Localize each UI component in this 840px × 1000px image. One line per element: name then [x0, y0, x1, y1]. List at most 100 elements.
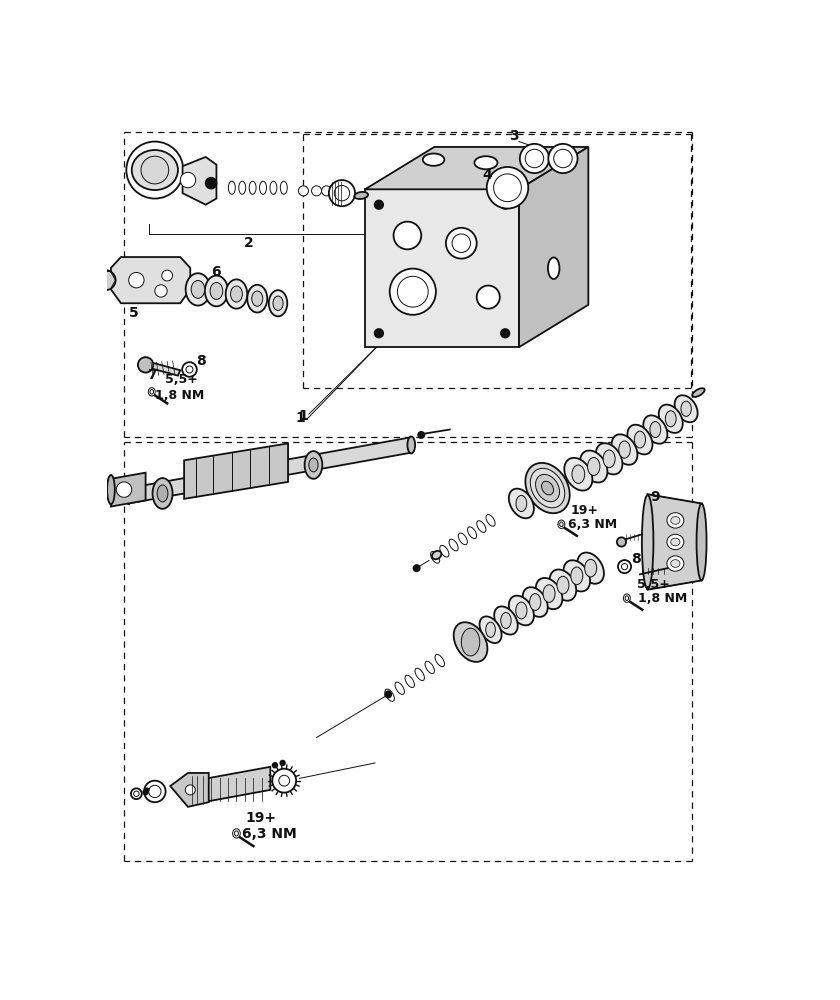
Ellipse shape — [536, 474, 559, 502]
Ellipse shape — [440, 545, 449, 557]
Ellipse shape — [696, 503, 706, 580]
Text: 8: 8 — [631, 552, 640, 566]
Ellipse shape — [542, 481, 554, 495]
Ellipse shape — [270, 181, 277, 194]
Ellipse shape — [153, 478, 172, 509]
Ellipse shape — [124, 487, 134, 504]
Ellipse shape — [132, 150, 178, 190]
Ellipse shape — [557, 576, 569, 594]
Ellipse shape — [667, 513, 684, 528]
Ellipse shape — [234, 831, 239, 836]
Circle shape — [182, 362, 197, 377]
Circle shape — [477, 286, 500, 309]
Ellipse shape — [468, 527, 476, 539]
Ellipse shape — [603, 450, 615, 468]
Ellipse shape — [522, 587, 548, 617]
Ellipse shape — [572, 465, 585, 483]
Text: 19+: 19+ — [570, 504, 599, 517]
Circle shape — [312, 186, 322, 196]
Ellipse shape — [509, 596, 534, 625]
Ellipse shape — [634, 431, 646, 448]
Circle shape — [618, 560, 631, 573]
Ellipse shape — [260, 181, 266, 194]
Circle shape — [138, 357, 153, 373]
Ellipse shape — [543, 585, 555, 602]
Ellipse shape — [210, 282, 223, 299]
Ellipse shape — [619, 441, 630, 458]
Circle shape — [131, 788, 142, 799]
Ellipse shape — [670, 560, 680, 567]
Circle shape — [334, 185, 349, 201]
Text: 1: 1 — [296, 411, 306, 425]
Ellipse shape — [249, 181, 256, 194]
Circle shape — [397, 276, 428, 307]
Circle shape — [375, 329, 383, 338]
Circle shape — [281, 761, 285, 765]
Text: 6,3 NM: 6,3 NM — [242, 827, 297, 841]
Ellipse shape — [230, 286, 243, 302]
Ellipse shape — [587, 457, 600, 476]
Circle shape — [134, 791, 139, 796]
Circle shape — [549, 144, 578, 173]
Ellipse shape — [516, 602, 527, 619]
Ellipse shape — [571, 567, 583, 585]
Ellipse shape — [486, 515, 495, 526]
Text: 6,3 NM: 6,3 NM — [568, 518, 617, 531]
Ellipse shape — [486, 622, 496, 637]
Ellipse shape — [192, 281, 205, 298]
Circle shape — [145, 788, 149, 791]
Circle shape — [328, 180, 355, 206]
Circle shape — [149, 785, 161, 798]
Circle shape — [322, 186, 332, 196]
Ellipse shape — [525, 463, 570, 513]
Circle shape — [413, 565, 420, 571]
Ellipse shape — [612, 434, 638, 465]
Ellipse shape — [425, 661, 434, 674]
Circle shape — [617, 537, 626, 547]
Circle shape — [525, 149, 543, 168]
Circle shape — [418, 432, 424, 438]
Ellipse shape — [536, 578, 562, 609]
Ellipse shape — [449, 539, 458, 551]
Polygon shape — [365, 189, 519, 347]
Ellipse shape — [529, 594, 541, 610]
Ellipse shape — [281, 181, 287, 194]
Text: 2: 2 — [244, 236, 254, 250]
Text: 3: 3 — [509, 129, 518, 143]
Text: 5,5+: 5,5+ — [637, 578, 669, 591]
Circle shape — [520, 144, 549, 173]
Ellipse shape — [273, 296, 283, 310]
Ellipse shape — [501, 612, 512, 629]
Ellipse shape — [627, 425, 653, 454]
Circle shape — [298, 186, 308, 196]
Circle shape — [129, 272, 144, 288]
Text: 5: 5 — [129, 306, 139, 320]
Circle shape — [501, 329, 509, 338]
Ellipse shape — [454, 622, 487, 662]
Text: 8: 8 — [196, 354, 206, 368]
Circle shape — [501, 200, 509, 209]
Ellipse shape — [530, 468, 564, 508]
Ellipse shape — [516, 495, 527, 512]
Ellipse shape — [269, 290, 287, 316]
Ellipse shape — [670, 517, 680, 524]
Circle shape — [446, 228, 477, 259]
Circle shape — [144, 781, 165, 802]
Circle shape — [186, 366, 193, 373]
Polygon shape — [150, 363, 181, 376]
Ellipse shape — [432, 551, 441, 559]
Ellipse shape — [149, 388, 155, 396]
Ellipse shape — [480, 616, 501, 643]
Ellipse shape — [675, 395, 698, 422]
Ellipse shape — [596, 443, 622, 474]
Ellipse shape — [475, 156, 497, 169]
Polygon shape — [111, 257, 190, 303]
Circle shape — [181, 172, 196, 188]
Circle shape — [554, 149, 572, 168]
Ellipse shape — [548, 257, 559, 279]
Circle shape — [375, 200, 383, 209]
Circle shape — [390, 269, 436, 315]
Polygon shape — [171, 773, 209, 807]
Polygon shape — [365, 147, 588, 189]
Polygon shape — [129, 437, 412, 503]
